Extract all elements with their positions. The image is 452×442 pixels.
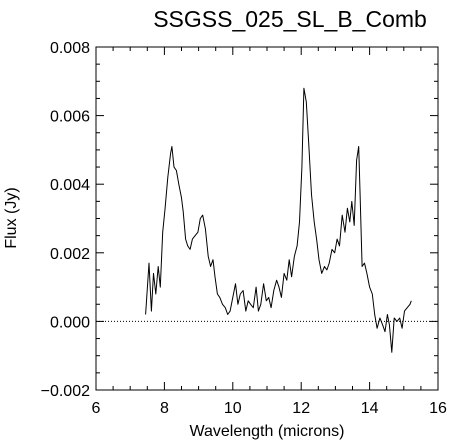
series-line (145, 87, 412, 353)
y-tick-label: 0.002 (50, 246, 90, 263)
x-axis-ticks: 6 8 10 12 14 16 (92, 47, 447, 417)
x-tick-label: 6 (92, 400, 101, 417)
x-axis-label: Wavelength (microns) (189, 423, 344, 440)
x-tick-label: 16 (429, 400, 447, 417)
x-tick-label: 12 (292, 400, 310, 417)
y-tick-label: 0.004 (50, 177, 90, 194)
series-layer (145, 87, 412, 353)
y-tick-label: −0.002 (41, 383, 90, 400)
y-tick-label: 0.008 (50, 40, 90, 57)
y-tick-label: 0.006 (50, 109, 90, 126)
x-tick-label: 14 (361, 400, 379, 417)
y-tick-label: 0.000 (50, 314, 90, 331)
chart-title: SSGSS_025_SL_B_Comb (153, 6, 427, 32)
x-tick-label: 10 (224, 400, 242, 417)
plot-frame (95, 46, 439, 391)
y-axis-label: Flux (Jy) (3, 187, 20, 248)
y-axis-ticks: −0.002 0.000 0.002 0.004 0.006 0.008 (41, 40, 438, 400)
x-tick-label: 8 (160, 400, 169, 417)
